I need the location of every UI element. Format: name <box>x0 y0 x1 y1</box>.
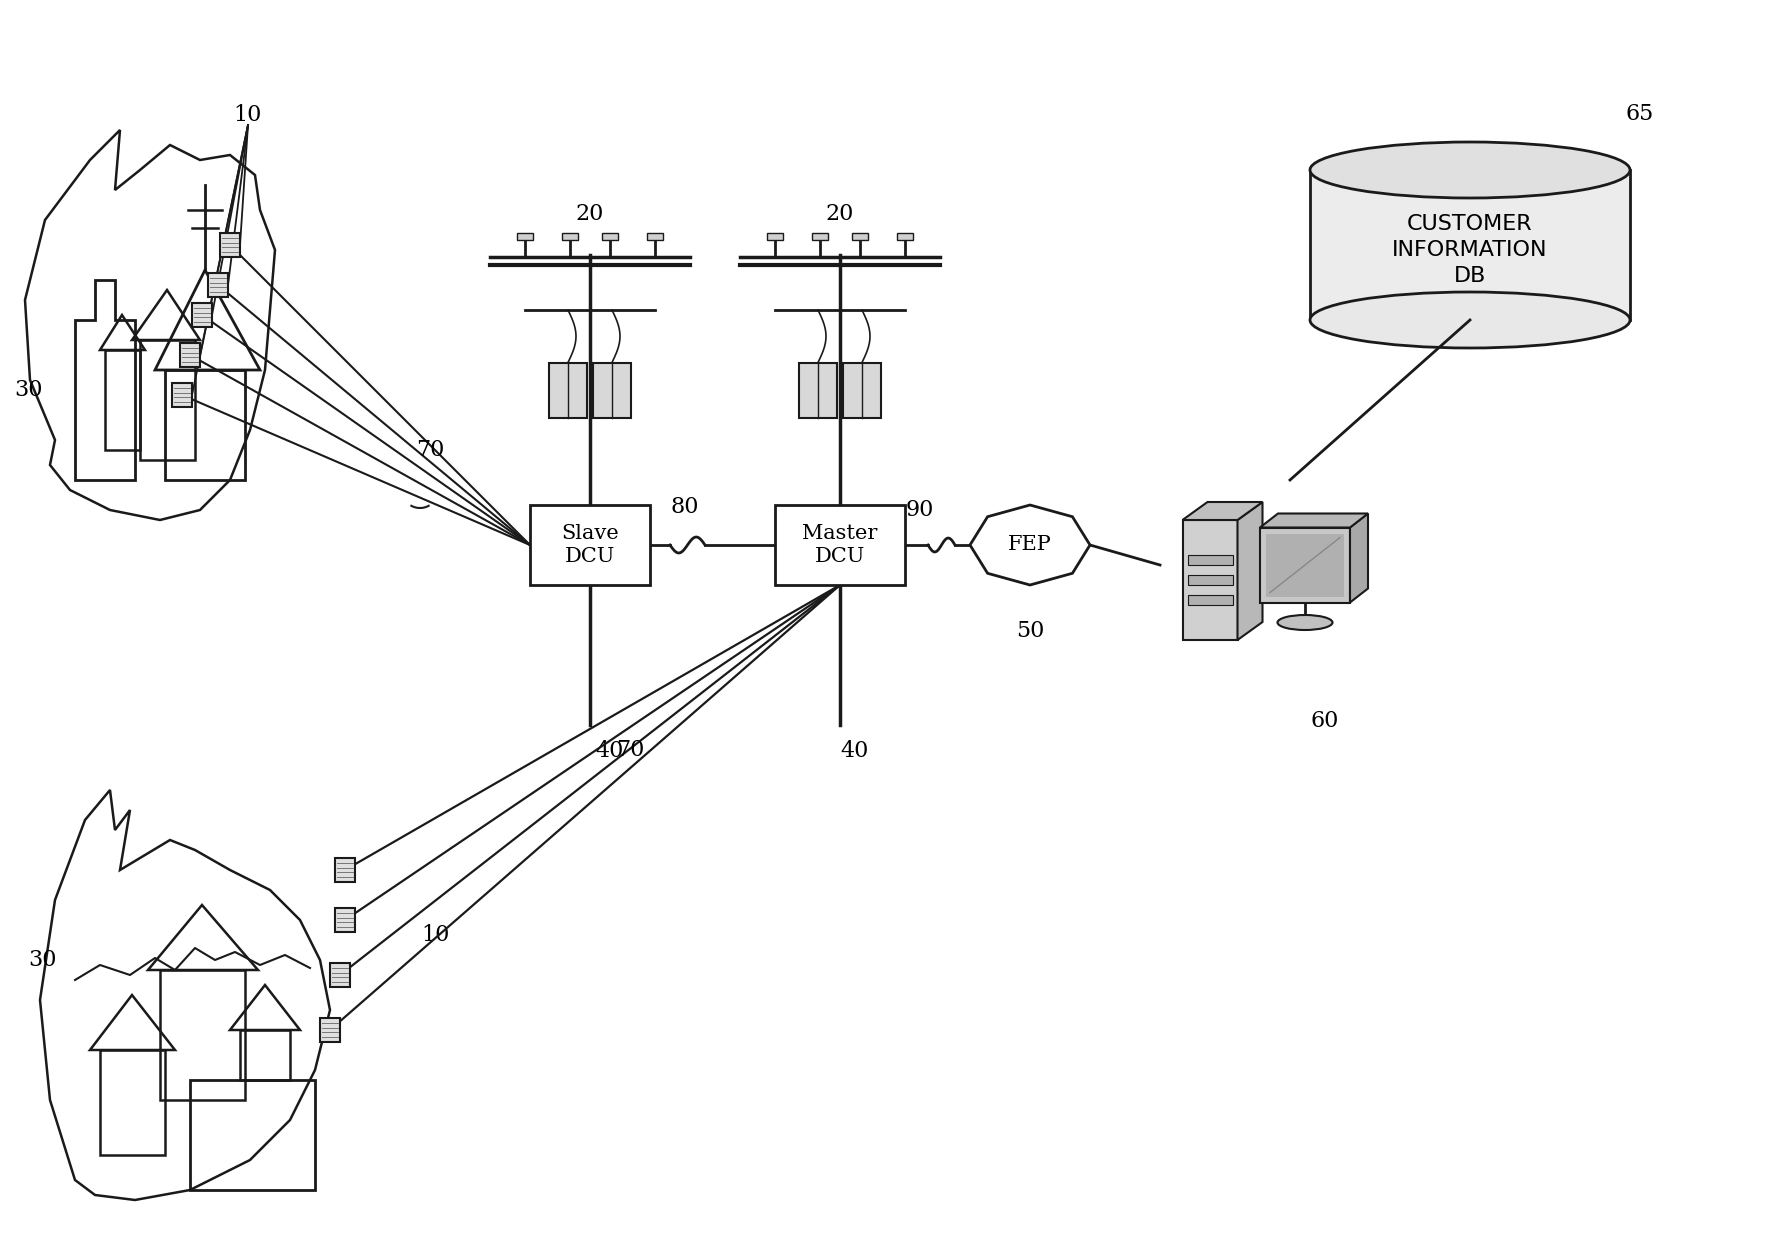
Polygon shape <box>1188 576 1232 585</box>
Polygon shape <box>1261 514 1368 527</box>
Text: 70: 70 <box>415 438 444 461</box>
Text: Slave
DCU: Slave DCU <box>560 524 619 567</box>
Text: 80: 80 <box>670 496 700 517</box>
Text: FEP: FEP <box>1008 536 1052 555</box>
Text: 40: 40 <box>842 740 870 762</box>
Polygon shape <box>331 963 350 987</box>
Polygon shape <box>1310 170 1630 320</box>
Text: 65: 65 <box>1627 103 1655 125</box>
Polygon shape <box>852 233 868 240</box>
Polygon shape <box>601 233 619 240</box>
Text: 40: 40 <box>596 740 624 762</box>
Text: 70: 70 <box>615 739 644 761</box>
Polygon shape <box>193 303 212 327</box>
Polygon shape <box>334 858 355 882</box>
Text: CUSTOMER
INFORMATION
DB: CUSTOMER INFORMATION DB <box>1391 214 1547 287</box>
Polygon shape <box>1238 501 1262 640</box>
Polygon shape <box>550 363 587 417</box>
Polygon shape <box>209 273 228 296</box>
Polygon shape <box>1351 514 1368 603</box>
Polygon shape <box>180 343 200 367</box>
Polygon shape <box>334 908 355 932</box>
Text: 10: 10 <box>233 104 262 126</box>
Text: 30: 30 <box>14 379 42 401</box>
Polygon shape <box>774 505 905 585</box>
Text: 20: 20 <box>576 203 605 225</box>
Text: 50: 50 <box>1017 620 1045 642</box>
Polygon shape <box>171 383 193 408</box>
Polygon shape <box>562 233 578 240</box>
Polygon shape <box>1183 520 1238 640</box>
Polygon shape <box>516 233 532 240</box>
Ellipse shape <box>1278 615 1333 630</box>
Text: Master
DCU: Master DCU <box>803 524 877 567</box>
Text: 10: 10 <box>421 924 449 946</box>
Text: 60: 60 <box>1310 710 1338 732</box>
Polygon shape <box>1188 555 1232 564</box>
Polygon shape <box>320 1018 339 1042</box>
Polygon shape <box>843 363 880 417</box>
Ellipse shape <box>1310 142 1630 198</box>
Polygon shape <box>219 233 240 257</box>
Polygon shape <box>812 233 827 240</box>
Ellipse shape <box>1310 291 1630 348</box>
Polygon shape <box>1261 527 1351 603</box>
Polygon shape <box>1183 501 1262 520</box>
Text: 30: 30 <box>28 948 57 971</box>
Polygon shape <box>647 233 663 240</box>
Polygon shape <box>1266 534 1344 597</box>
Polygon shape <box>530 505 651 585</box>
Text: 90: 90 <box>905 499 934 521</box>
Polygon shape <box>1188 595 1232 605</box>
Polygon shape <box>799 363 836 417</box>
Polygon shape <box>767 233 783 240</box>
Polygon shape <box>971 505 1091 585</box>
Polygon shape <box>896 233 912 240</box>
Polygon shape <box>592 363 631 417</box>
Text: 20: 20 <box>826 203 854 225</box>
